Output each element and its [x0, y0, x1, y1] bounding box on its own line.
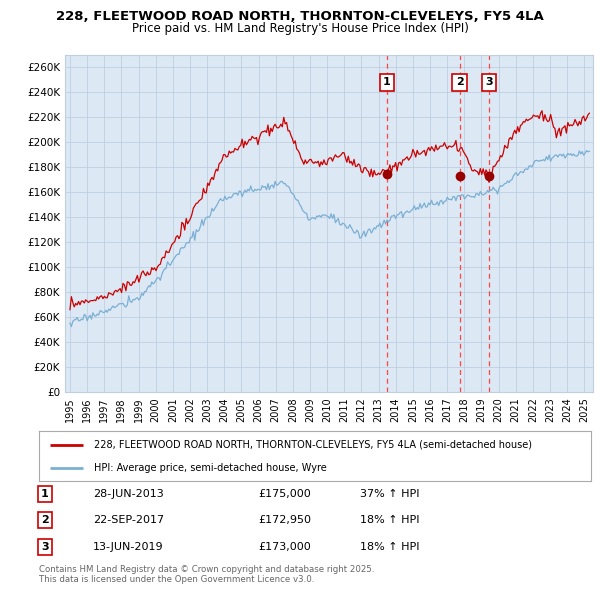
- Text: 22-SEP-2017: 22-SEP-2017: [93, 516, 164, 525]
- Text: 2: 2: [41, 516, 49, 525]
- Text: £175,000: £175,000: [258, 489, 311, 499]
- Text: 2: 2: [456, 77, 463, 87]
- Text: 13-JUN-2019: 13-JUN-2019: [93, 542, 164, 552]
- Text: 1: 1: [41, 489, 49, 499]
- Text: 18% ↑ HPI: 18% ↑ HPI: [360, 516, 419, 525]
- Text: 18% ↑ HPI: 18% ↑ HPI: [360, 542, 419, 552]
- Text: Contains HM Land Registry data © Crown copyright and database right 2025.
This d: Contains HM Land Registry data © Crown c…: [39, 565, 374, 584]
- Text: 3: 3: [485, 77, 493, 87]
- Text: HPI: Average price, semi-detached house, Wyre: HPI: Average price, semi-detached house,…: [94, 463, 327, 473]
- Text: 37% ↑ HPI: 37% ↑ HPI: [360, 489, 419, 499]
- Text: £172,950: £172,950: [258, 516, 311, 525]
- Text: 1: 1: [383, 77, 391, 87]
- Text: £173,000: £173,000: [258, 542, 311, 552]
- Text: Price paid vs. HM Land Registry's House Price Index (HPI): Price paid vs. HM Land Registry's House …: [131, 22, 469, 35]
- Text: 28-JUN-2013: 28-JUN-2013: [93, 489, 164, 499]
- Text: 228, FLEETWOOD ROAD NORTH, THORNTON-CLEVELEYS, FY5 4LA (semi-detached house): 228, FLEETWOOD ROAD NORTH, THORNTON-CLEV…: [94, 440, 532, 450]
- Text: 3: 3: [41, 542, 49, 552]
- Text: 228, FLEETWOOD ROAD NORTH, THORNTON-CLEVELEYS, FY5 4LA: 228, FLEETWOOD ROAD NORTH, THORNTON-CLEV…: [56, 10, 544, 23]
